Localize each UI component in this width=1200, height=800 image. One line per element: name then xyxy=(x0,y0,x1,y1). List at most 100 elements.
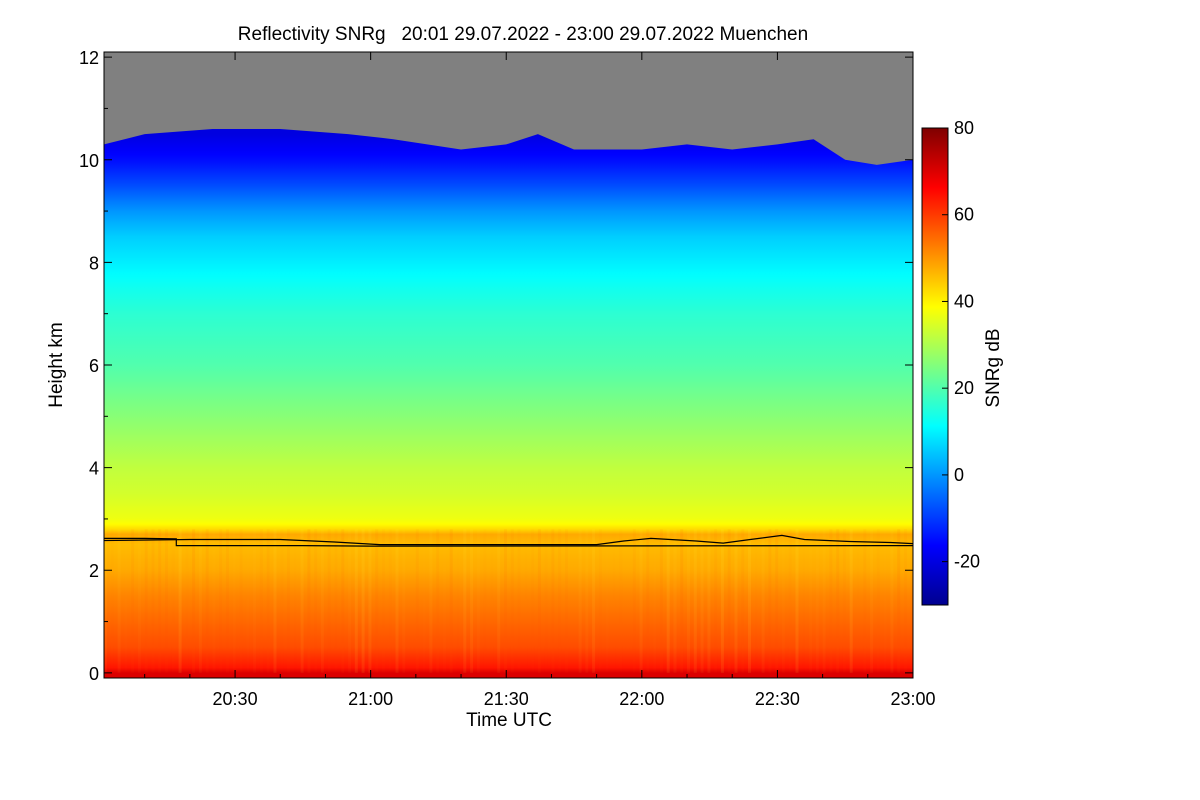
texture-streak xyxy=(361,529,365,673)
texture-streak xyxy=(809,529,812,673)
texture-streak xyxy=(443,529,446,673)
texture-streak xyxy=(436,529,440,673)
texture-streak xyxy=(748,529,751,673)
y-tick-label: 12 xyxy=(79,48,99,68)
colorbar-tick-label: 0 xyxy=(954,465,964,485)
texture-streak xyxy=(816,529,819,673)
cloud-base-line xyxy=(103,534,914,546)
texture-streak xyxy=(158,529,162,673)
texture-streak xyxy=(389,529,392,673)
texture-streak xyxy=(680,529,684,673)
texture-streak xyxy=(144,529,148,673)
colorbar-tick-label: 20 xyxy=(954,378,974,398)
y-axis: 0 2 4 6 8 10 12 xyxy=(79,48,913,684)
texture-streak xyxy=(857,529,860,673)
y-tick-label: 6 xyxy=(89,356,99,376)
texture-streak xyxy=(259,529,263,673)
texture-streak xyxy=(124,529,127,673)
texture-streak xyxy=(484,529,487,673)
y-axis-label: Height km xyxy=(46,322,67,408)
y-tick-label: 0 xyxy=(89,664,99,684)
texture-streak xyxy=(802,529,805,673)
texture-streak xyxy=(606,529,609,673)
colorbar-tick-label: 60 xyxy=(954,205,974,225)
texture-streak xyxy=(348,529,351,673)
texture-streak xyxy=(632,529,636,673)
texture-streak xyxy=(693,529,697,673)
texture-streak xyxy=(639,529,643,673)
heatmap-area xyxy=(103,51,914,679)
texture-streak xyxy=(666,529,670,673)
texture-streak xyxy=(240,529,243,673)
texture-streak xyxy=(741,529,745,673)
texture-streak xyxy=(402,529,405,673)
x-tick-label: 21:30 xyxy=(484,689,529,709)
texture-streak xyxy=(537,529,541,673)
colorbar-ticks: -20 0 20 40 60 80 xyxy=(942,118,980,572)
texture-streak xyxy=(897,529,901,673)
texture-streak xyxy=(646,529,650,673)
texture-streak xyxy=(192,529,196,673)
texture-streak xyxy=(375,529,379,673)
texture-streak xyxy=(449,529,453,673)
chart-title: Reflectivity SNRg 20:01 29.07.2022 - 23:… xyxy=(238,24,808,45)
colorbar-tick-label: 80 xyxy=(954,118,974,138)
colorbar-tick-label: 40 xyxy=(954,291,974,311)
texture-streak xyxy=(423,529,426,673)
texture-streak xyxy=(551,529,555,673)
texture-streak xyxy=(463,529,467,673)
x-tick-label: 23:00 xyxy=(890,689,935,709)
texture-streak xyxy=(273,529,277,673)
texture-streak xyxy=(572,529,575,673)
texture-streak xyxy=(395,529,399,673)
texture-streak xyxy=(578,529,582,673)
texture-streak xyxy=(104,529,107,673)
colorbar-label: SNRg dB xyxy=(983,328,1004,407)
texture-streak xyxy=(213,529,216,673)
texture-streak xyxy=(863,529,867,673)
texture-streak xyxy=(727,529,731,673)
y-tick-label: 10 xyxy=(79,151,99,171)
texture-streak xyxy=(429,529,433,673)
texture-streak xyxy=(253,529,256,673)
texture-streak xyxy=(836,529,840,673)
texture-streak xyxy=(205,529,209,673)
texture-streak xyxy=(782,529,785,673)
texture-streak xyxy=(585,529,588,673)
texture-streak xyxy=(300,529,304,673)
texture-streak xyxy=(354,529,358,673)
texture-streak xyxy=(720,529,724,673)
texture-streak xyxy=(314,529,318,673)
texture-streak xyxy=(768,529,772,673)
texture-streak xyxy=(789,529,792,673)
texture-streak xyxy=(673,529,677,673)
texture-streak xyxy=(117,529,121,673)
texture-streak xyxy=(558,529,562,673)
texture-streak xyxy=(829,529,833,673)
texture-streak xyxy=(165,529,168,673)
y-tick-label: 8 xyxy=(89,253,99,273)
x-axis-label: Time UTC xyxy=(466,710,552,731)
x-tick-label: 22:00 xyxy=(619,689,664,709)
colorbar: -20 0 20 40 60 80 SNRg dB xyxy=(921,118,1004,606)
texture-streak xyxy=(904,529,907,673)
texture-streak xyxy=(626,529,629,673)
texture-streak xyxy=(151,529,155,673)
texture-streak xyxy=(246,529,249,673)
texture-streak xyxy=(382,529,385,673)
texture-streak xyxy=(599,529,602,673)
texture-streak xyxy=(172,529,175,673)
heatmap-overlays xyxy=(104,529,907,673)
texture-streak xyxy=(612,529,615,673)
texture-streak xyxy=(849,529,853,673)
texture-streak xyxy=(734,529,738,673)
texture-streak xyxy=(707,529,711,673)
texture-streak xyxy=(335,529,338,673)
texture-streak xyxy=(565,529,568,673)
texture-streak xyxy=(700,529,704,673)
texture-streak xyxy=(884,529,887,673)
texture-streak xyxy=(659,529,663,673)
texture-streak xyxy=(653,529,656,673)
texture-streak xyxy=(226,529,229,673)
texture-streak xyxy=(409,529,412,673)
